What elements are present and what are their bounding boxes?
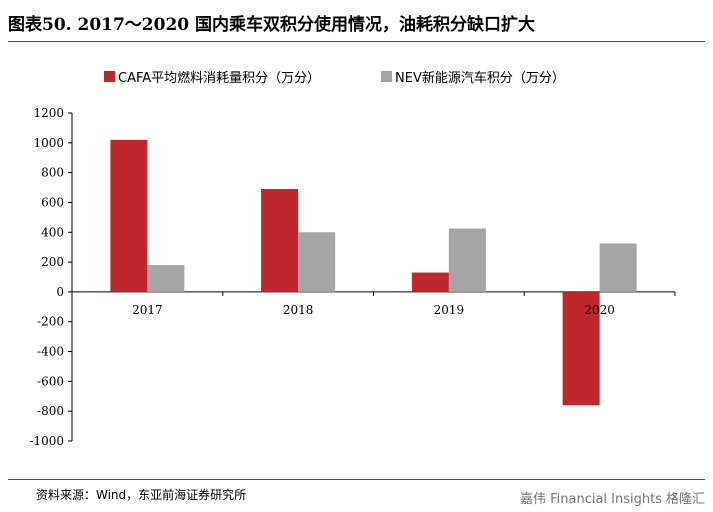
bar-nev: [599, 243, 637, 292]
y-tick-label: 800: [41, 166, 64, 180]
bar-cafa: [110, 139, 148, 292]
legend: CAFA平均燃料消耗量积分（万分） NEV新能源汽车积分（万分）: [0, 67, 713, 87]
y-tick-label: -1000: [29, 434, 64, 448]
y-tick-label: 1000: [33, 136, 64, 150]
bar-nev: [298, 232, 336, 292]
bar-cafa: [411, 272, 449, 292]
y-tick-label: 1200: [33, 106, 64, 120]
legend-label-nev: NEV新能源汽车积分（万分）: [395, 71, 565, 86]
source-note: 资料来源：Wind，东亚前海证券研究所: [36, 488, 247, 502]
y-tick-label: 200: [41, 255, 64, 269]
y-tick-label: -400: [37, 345, 64, 359]
y-tick-label: -800: [37, 404, 64, 418]
bar-nev: [147, 265, 185, 292]
y-tick-label: 600: [41, 195, 64, 209]
x-tick-label: 2019: [434, 303, 465, 317]
legend-item-nev: NEV新能源汽车积分（万分）: [381, 67, 565, 86]
watermark-logo: 格隆汇: [665, 492, 705, 507]
x-tick-label: 2017: [132, 303, 163, 317]
y-tick-label: -600: [37, 374, 64, 388]
bar-cafa: [562, 291, 600, 406]
x-tick-label: 2020: [584, 303, 615, 317]
y-tick-label: -200: [37, 315, 64, 329]
footer-divider: [8, 479, 705, 480]
watermark: 嘉伟 Financial Insights 格隆汇: [520, 488, 705, 507]
chart-title: 图表50. 2017～2020 国内乘车双积分使用情况，油耗积分缺口扩大: [8, 15, 536, 35]
legend-item-cafa: CAFA平均燃料消耗量积分（万分）: [104, 67, 320, 86]
watermark-text: 嘉伟 Financial Insights: [519, 492, 662, 507]
legend-swatch-cafa: [104, 71, 115, 82]
y-tick-label: 0: [56, 285, 64, 299]
legend-label-cafa: CAFA平均燃料消耗量积分（万分）: [118, 71, 321, 86]
y-tick-label: 400: [41, 225, 64, 239]
bar-cafa: [261, 189, 299, 292]
x-tick-label: 2018: [283, 303, 314, 317]
title-divider: [8, 41, 705, 42]
legend-swatch-nev: [381, 71, 392, 82]
bar-nev: [448, 228, 486, 292]
